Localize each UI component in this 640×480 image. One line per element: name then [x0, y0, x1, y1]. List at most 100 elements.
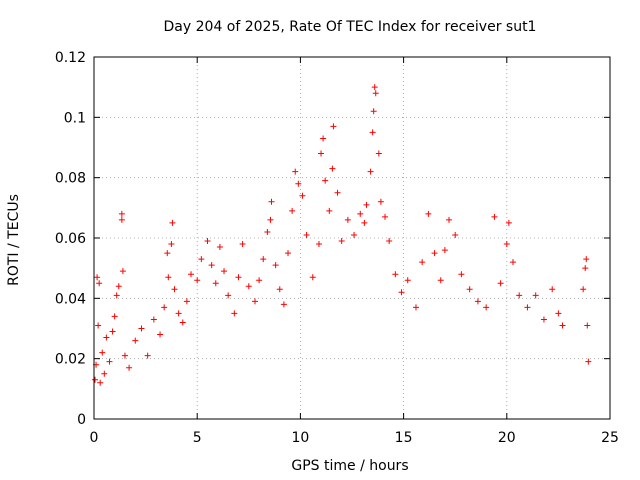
data-point — [326, 207, 333, 214]
data-point — [555, 310, 562, 317]
data-point — [309, 274, 316, 281]
data-point — [446, 216, 453, 223]
data-point — [351, 231, 358, 238]
data-point — [109, 328, 116, 335]
data-point — [168, 241, 175, 248]
data-point — [474, 298, 481, 305]
data-point — [452, 231, 459, 238]
data-point — [289, 207, 296, 214]
data-point — [239, 241, 246, 248]
data-point — [369, 129, 376, 136]
data-point — [138, 325, 145, 332]
data-point — [363, 201, 370, 208]
data-point — [235, 274, 242, 281]
data-point — [264, 228, 271, 235]
data-point — [99, 349, 106, 356]
data-point — [121, 352, 128, 359]
data-point — [188, 271, 195, 278]
data-point — [334, 189, 341, 196]
data-point — [97, 379, 104, 386]
data-point — [95, 322, 102, 329]
data-point — [103, 334, 110, 341]
data-point — [272, 262, 279, 269]
data-point — [330, 123, 337, 130]
data-point — [179, 319, 186, 326]
data-point — [221, 268, 228, 275]
data-point — [398, 289, 405, 296]
data-point — [183, 298, 190, 305]
data-point — [318, 150, 325, 157]
grid-lines — [94, 57, 610, 419]
data-point — [357, 210, 364, 217]
data-point — [404, 277, 411, 284]
data-point — [285, 250, 292, 257]
data-point — [212, 280, 219, 287]
data-point — [231, 310, 238, 317]
data-point — [441, 247, 448, 254]
data-point — [392, 271, 399, 278]
y-axis-label: ROTI / TECUs — [6, 194, 22, 286]
data-point — [549, 286, 556, 293]
data-point — [559, 322, 566, 329]
y-tick-label: 0.1 — [64, 110, 86, 126]
data-point — [115, 283, 122, 290]
data-point — [267, 216, 274, 223]
data-point — [204, 238, 211, 245]
data-point — [516, 292, 523, 299]
data-point — [322, 177, 329, 184]
x-tick-label: 0 — [90, 430, 99, 446]
data-point — [483, 304, 490, 311]
x-tick-label: 10 — [291, 430, 309, 446]
data-point — [216, 244, 223, 251]
data-point — [370, 108, 377, 115]
data-point — [118, 216, 125, 223]
data-point — [372, 90, 379, 97]
data-point — [132, 337, 139, 344]
data-point — [382, 213, 389, 220]
data-point — [292, 168, 299, 175]
data-points — [92, 84, 592, 386]
data-point — [329, 165, 336, 172]
data-point — [585, 358, 592, 365]
data-point — [260, 256, 267, 263]
data-point — [497, 280, 504, 287]
data-point — [150, 316, 157, 323]
data-point — [276, 286, 283, 293]
data-point — [458, 271, 465, 278]
data-point — [165, 274, 172, 281]
data-point — [466, 286, 473, 293]
data-point — [532, 292, 539, 299]
data-point — [299, 192, 306, 199]
data-point — [503, 241, 510, 248]
data-point — [295, 180, 302, 187]
data-point — [582, 265, 589, 272]
data-point — [509, 259, 516, 266]
data-point — [169, 219, 176, 226]
data-point — [113, 292, 120, 299]
x-tick-label: 25 — [601, 430, 619, 446]
chart-title: Day 204 of 2025, Rate Of TEC Index for r… — [164, 19, 537, 35]
data-point — [425, 210, 432, 217]
data-point — [344, 216, 351, 223]
data-point — [208, 262, 215, 269]
data-point — [194, 277, 201, 284]
data-point — [375, 150, 382, 157]
data-point — [92, 376, 99, 383]
data-point — [111, 313, 118, 320]
data-point — [101, 370, 108, 377]
data-point — [161, 304, 168, 311]
data-point — [164, 250, 171, 257]
data-point — [377, 198, 384, 205]
y-tick-label: 0.02 — [55, 352, 86, 368]
y-tick-label: 0.06 — [55, 231, 86, 247]
data-point — [94, 274, 101, 281]
data-point — [431, 250, 438, 257]
data-point — [251, 298, 258, 305]
y-tick-label: 0.12 — [55, 50, 86, 66]
data-point — [419, 259, 426, 266]
data-point — [171, 286, 178, 293]
x-tick-label: 15 — [395, 430, 413, 446]
data-point — [225, 292, 232, 299]
data-point — [505, 219, 512, 226]
y-tick-label: 0.04 — [55, 291, 86, 307]
